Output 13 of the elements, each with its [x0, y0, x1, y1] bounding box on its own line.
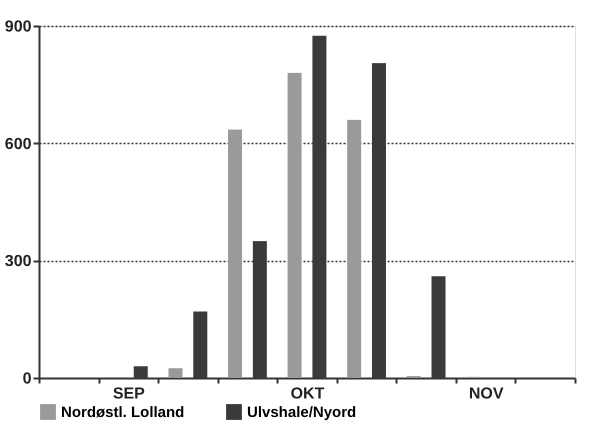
- bar: [347, 120, 362, 378]
- y-tick-label: 0: [22, 370, 32, 388]
- y-tick-label: 900: [4, 18, 32, 36]
- x-tick-label: SEP: [112, 386, 146, 402]
- y-tick-label: 300: [4, 253, 32, 270]
- bar: [168, 368, 182, 378]
- bar: [288, 72, 302, 378]
- bar: [228, 130, 242, 378]
- legend-label: Ulvshale/Nyord: [247, 404, 356, 421]
- legend-label: Nordøstl. Lolland: [61, 404, 184, 421]
- x-tick-label: NOV: [468, 386, 504, 402]
- y-tick-label: 600: [4, 136, 32, 153]
- x-tick-label: OKT: [290, 386, 325, 402]
